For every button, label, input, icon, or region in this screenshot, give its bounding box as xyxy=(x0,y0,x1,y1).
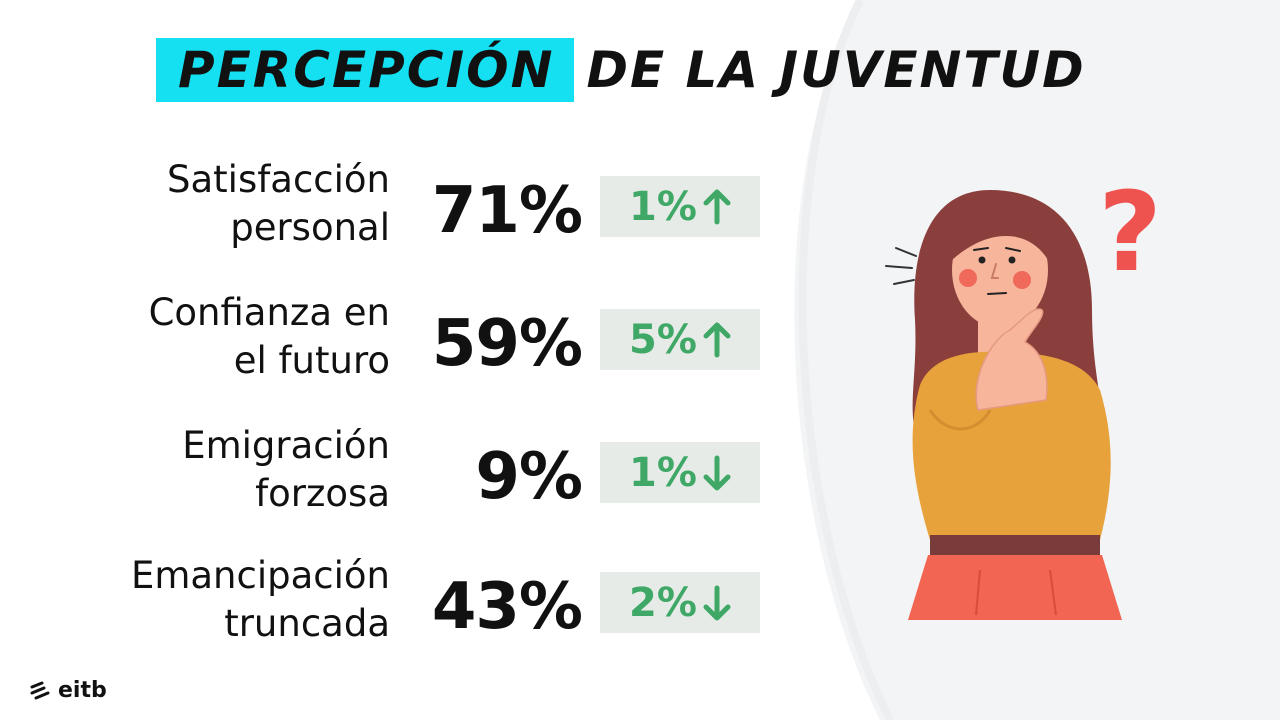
thinking-woman-illustration: ? xyxy=(885,168,1162,620)
stat-label-line1: Satisfacción xyxy=(167,158,390,201)
page-title: PERCEPCIÓN DE LA JUVENTUD xyxy=(156,38,1086,102)
stat-label-line2: truncada xyxy=(224,602,390,645)
stat-row-confidence: Confianza en el futuro 59% 5% xyxy=(0,285,780,395)
arrow-up-icon xyxy=(703,322,731,357)
stat-delta-badge: 2% xyxy=(600,572,760,633)
stat-label-line1: Emancipación xyxy=(130,554,390,597)
thought-lines xyxy=(885,247,917,285)
question-mark-icon: ? xyxy=(1098,168,1162,296)
stat-label: Satisfacción personal xyxy=(70,156,390,252)
eitb-logo-text: eitb xyxy=(58,677,107,703)
stat-row-emigration: Emigración forzosa 9% 1% xyxy=(0,418,780,528)
shirt xyxy=(912,351,1111,540)
stat-label-line2: personal xyxy=(230,206,390,249)
stat-label-line1: Confianza en xyxy=(148,291,390,334)
stat-label-line2: forzosa xyxy=(255,472,390,515)
stat-value: 71% xyxy=(431,174,583,248)
title-rest: DE LA JUVENTUD xyxy=(586,41,1086,99)
stat-delta-badge: 1% xyxy=(600,176,760,237)
title-highlight: PERCEPCIÓN xyxy=(156,38,575,102)
stat-delta-value: 2% xyxy=(629,579,697,626)
skirt xyxy=(908,555,1122,620)
stat-value: 9% xyxy=(475,440,583,514)
arrow-down-icon xyxy=(703,585,731,620)
stat-label: Emancipación truncada xyxy=(70,552,390,648)
stat-row-emancipation: Emancipación truncada 43% 2% xyxy=(0,548,780,658)
stat-label: Emigración forzosa xyxy=(70,422,390,518)
stat-delta-badge: 1% xyxy=(600,442,760,503)
arrow-up-icon xyxy=(703,189,731,224)
stat-label-line1: Emigración xyxy=(182,424,390,467)
arrow-down-icon xyxy=(703,455,731,490)
eitb-logo: eitb xyxy=(30,672,107,708)
stat-delta-badge: 5% xyxy=(600,309,760,370)
stat-delta-value: 5% xyxy=(629,316,697,363)
stat-value: 59% xyxy=(431,307,583,381)
stat-delta-value: 1% xyxy=(629,449,697,496)
stat-label-line2: el futuro xyxy=(233,339,390,382)
stat-row-satisfaction: Satisfacción personal 71% 1% xyxy=(0,152,780,262)
stat-label: Confianza en el futuro xyxy=(70,289,390,385)
eitb-logo-icon xyxy=(30,681,50,700)
stat-value: 43% xyxy=(431,570,583,644)
stat-delta-value: 1% xyxy=(629,183,697,230)
